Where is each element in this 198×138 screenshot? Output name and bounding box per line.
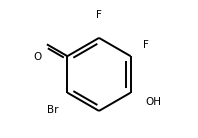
Text: F: F <box>96 10 102 20</box>
Text: OH: OH <box>145 97 161 107</box>
Text: O: O <box>34 52 42 62</box>
Text: Br: Br <box>47 105 58 115</box>
Text: F: F <box>143 40 148 50</box>
